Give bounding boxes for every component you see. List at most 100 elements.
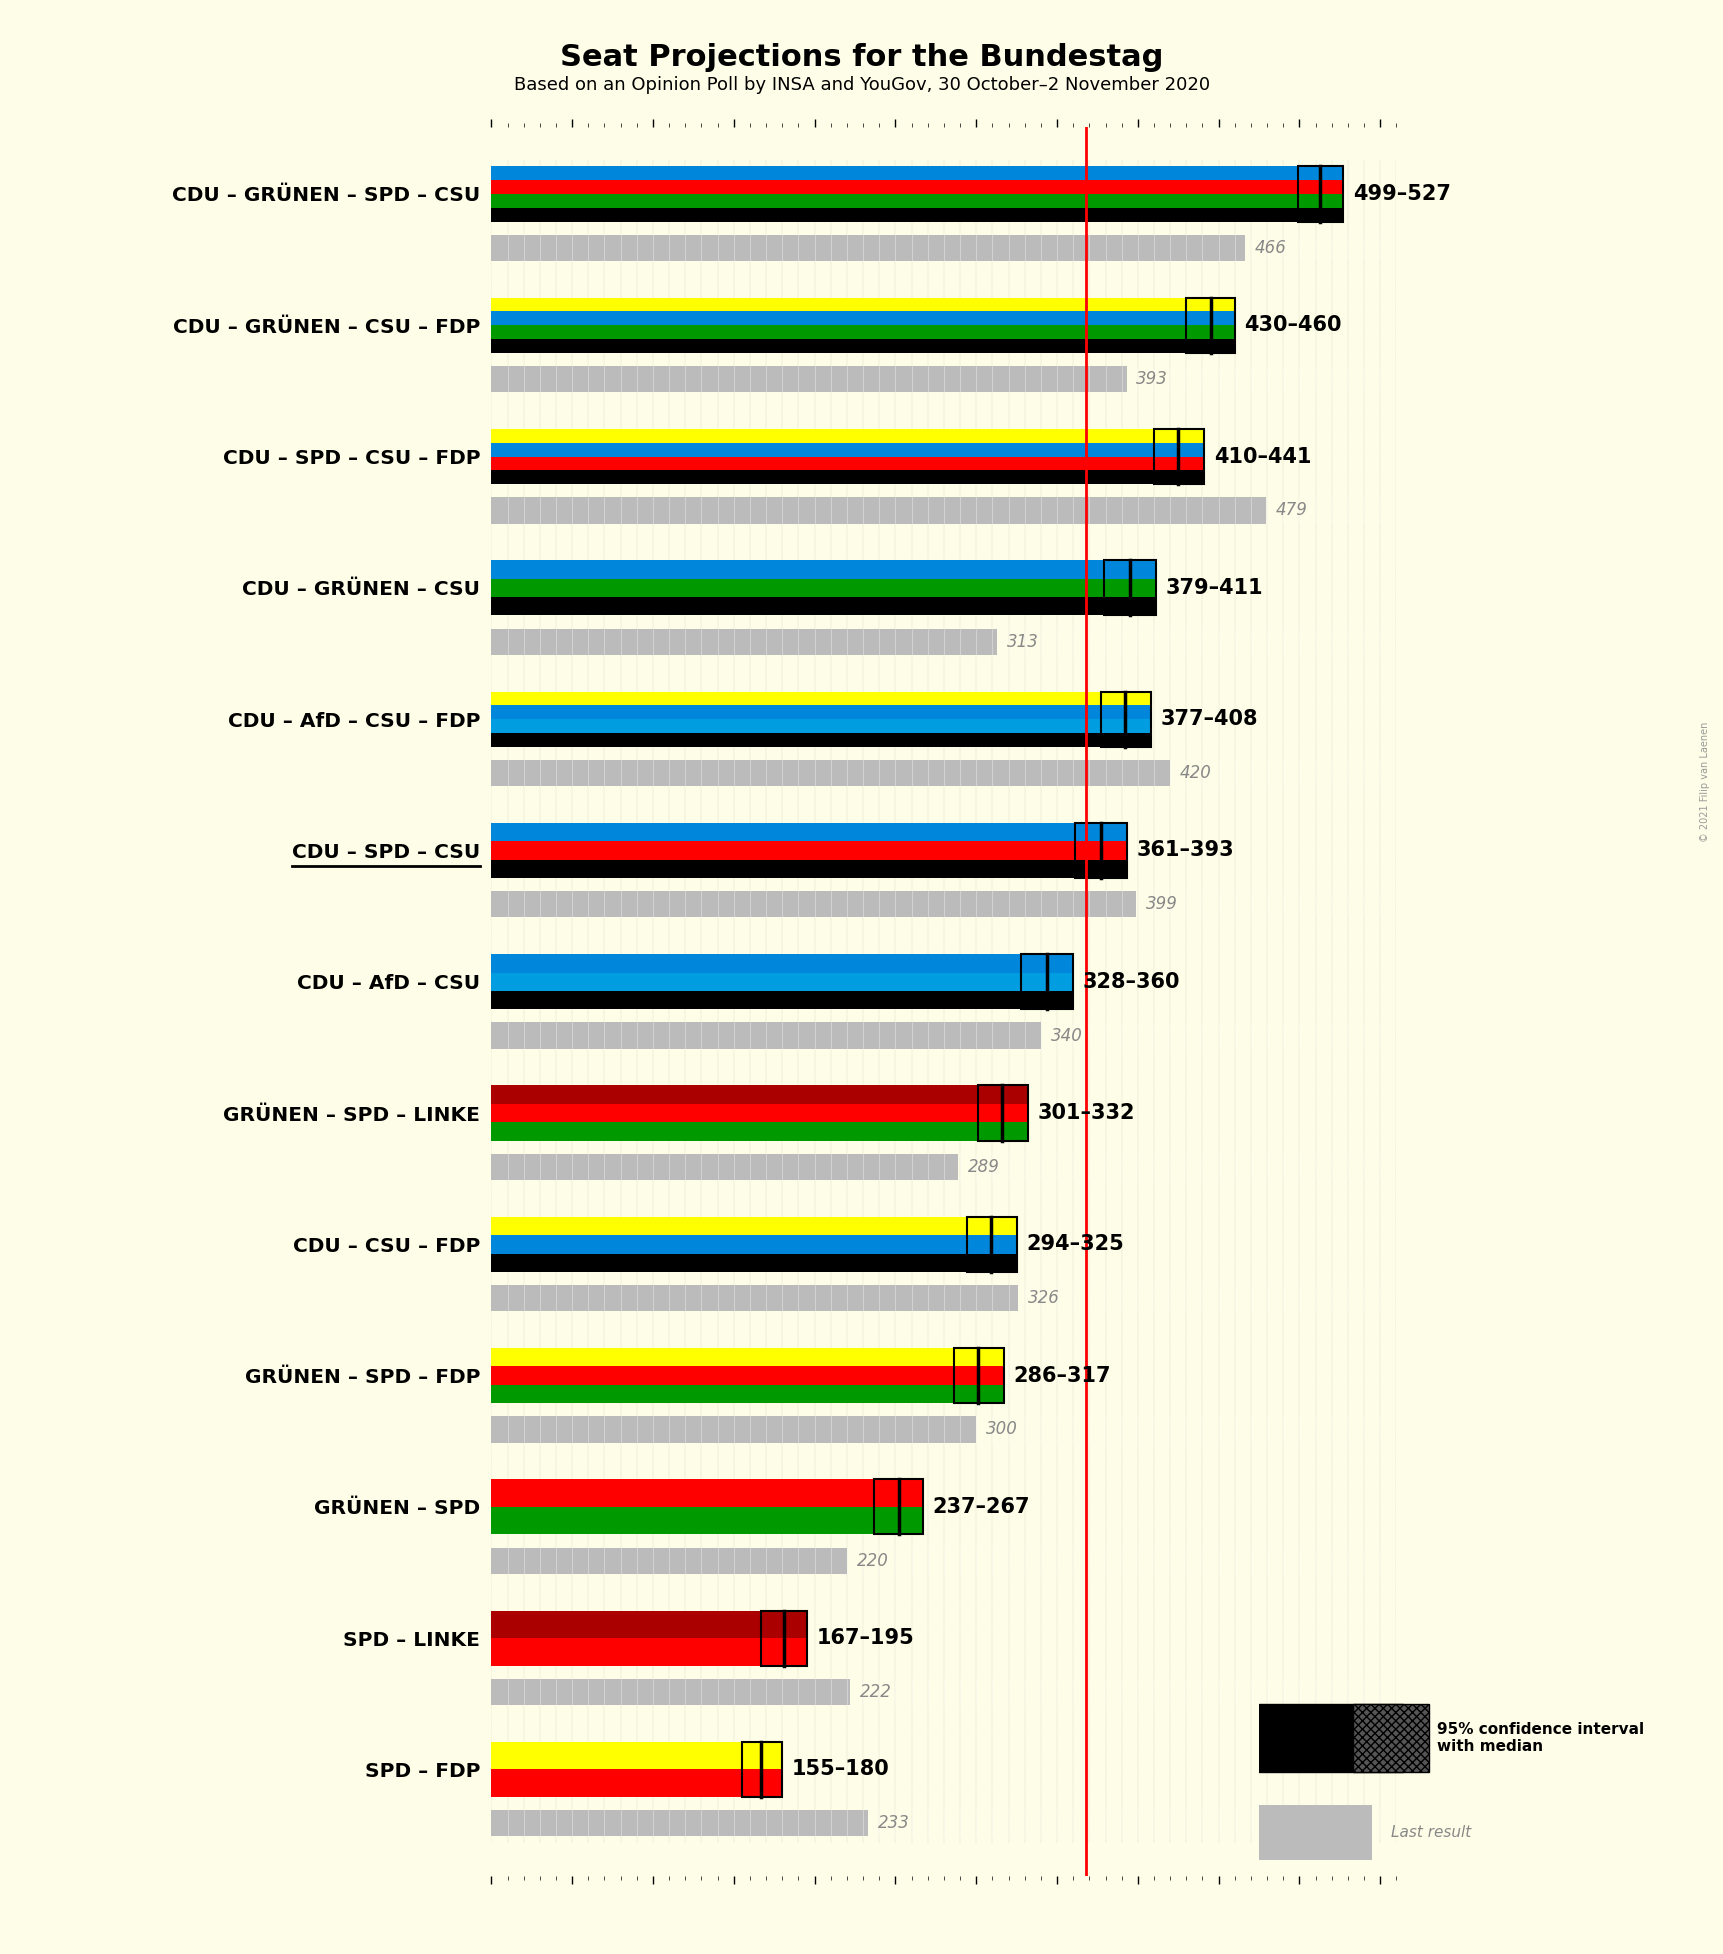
- Bar: [953, 1348, 1003, 1403]
- Bar: [491, 1637, 762, 1665]
- Bar: [1020, 954, 1072, 973]
- Bar: [491, 1548, 846, 1573]
- Bar: [1073, 823, 1125, 877]
- Bar: [1099, 733, 1151, 746]
- Bar: [741, 1741, 782, 1798]
- Bar: [1020, 973, 1072, 991]
- Text: 410–441: 410–441: [1213, 447, 1311, 467]
- Bar: [977, 1086, 1027, 1104]
- Bar: [491, 1741, 741, 1770]
- Bar: [1099, 733, 1151, 746]
- Bar: [491, 340, 1185, 354]
- Bar: [1153, 430, 1203, 444]
- Bar: [1185, 340, 1234, 354]
- Bar: [1153, 457, 1203, 471]
- Bar: [1099, 719, 1151, 733]
- Bar: [741, 1770, 782, 1798]
- Bar: [1297, 207, 1342, 221]
- Text: 222: 222: [860, 1682, 891, 1702]
- Bar: [1185, 340, 1234, 354]
- Text: 430–460: 430–460: [1244, 315, 1340, 336]
- Bar: [491, 842, 1073, 860]
- Bar: [762, 1637, 806, 1665]
- Bar: [1297, 207, 1342, 221]
- Text: 379–411: 379–411: [1165, 578, 1263, 598]
- Text: 399: 399: [1146, 895, 1177, 913]
- Bar: [953, 1385, 1003, 1403]
- Bar: [1153, 444, 1203, 457]
- Bar: [1297, 166, 1342, 180]
- Bar: [874, 1479, 922, 1507]
- Bar: [491, 1022, 1041, 1049]
- Text: 479: 479: [1275, 502, 1306, 520]
- Bar: [1185, 311, 1234, 324]
- Bar: [741, 1770, 782, 1798]
- Bar: [1020, 991, 1072, 1010]
- Bar: [953, 1348, 1003, 1366]
- Bar: [491, 705, 1099, 719]
- Bar: [1073, 860, 1125, 877]
- Bar: [874, 1479, 922, 1507]
- Bar: [1103, 598, 1154, 616]
- Bar: [1153, 457, 1203, 471]
- Text: Last result: Last result: [1390, 1825, 1471, 1841]
- Bar: [977, 1086, 1027, 1104]
- Bar: [1297, 166, 1342, 180]
- Bar: [953, 1366, 1003, 1385]
- Bar: [1099, 705, 1151, 719]
- Bar: [1073, 823, 1125, 842]
- Text: Based on an Opinion Poll by INSA and YouGov, 30 October–2 November 2020: Based on an Opinion Poll by INSA and You…: [513, 76, 1210, 94]
- Bar: [967, 1235, 1017, 1254]
- Bar: [1099, 719, 1151, 733]
- Bar: [491, 1479, 874, 1507]
- Bar: [1099, 692, 1151, 746]
- Bar: [491, 1122, 977, 1141]
- Bar: [1103, 578, 1154, 598]
- Bar: [1297, 193, 1342, 207]
- Bar: [967, 1217, 1017, 1272]
- Text: 167–195: 167–195: [815, 1628, 913, 1647]
- Bar: [1103, 561, 1154, 616]
- Bar: [1297, 166, 1342, 221]
- Text: 313: 313: [1006, 633, 1039, 651]
- Text: 289: 289: [968, 1159, 999, 1176]
- Text: 220: 220: [856, 1551, 887, 1569]
- Bar: [977, 1122, 1027, 1141]
- Bar: [1103, 598, 1154, 616]
- Bar: [491, 1770, 741, 1798]
- Bar: [491, 991, 1020, 1010]
- Bar: [491, 578, 1103, 598]
- Bar: [491, 1286, 1018, 1311]
- Bar: [1153, 444, 1203, 457]
- Bar: [491, 760, 1170, 786]
- Bar: [1153, 430, 1203, 485]
- Bar: [1103, 561, 1154, 578]
- Bar: [1297, 193, 1342, 207]
- Bar: [953, 1385, 1003, 1403]
- Bar: [491, 444, 1153, 457]
- Bar: [1103, 561, 1154, 578]
- Bar: [491, 1235, 967, 1254]
- Bar: [1185, 297, 1234, 311]
- Bar: [491, 180, 1297, 193]
- Bar: [491, 1507, 874, 1534]
- Bar: [491, 1104, 977, 1122]
- Bar: [1103, 578, 1154, 598]
- Bar: [1185, 324, 1234, 340]
- Bar: [953, 1366, 1003, 1385]
- Bar: [762, 1637, 806, 1665]
- Bar: [491, 823, 1073, 842]
- Bar: [491, 234, 1244, 262]
- Bar: [491, 1153, 958, 1180]
- Text: 499–527: 499–527: [1353, 184, 1449, 203]
- Bar: [491, 954, 1020, 973]
- Bar: [491, 207, 1297, 221]
- Bar: [967, 1217, 1017, 1235]
- Bar: [1099, 692, 1151, 705]
- Bar: [762, 1610, 806, 1637]
- Bar: [491, 457, 1153, 471]
- Bar: [1185, 297, 1234, 311]
- Bar: [1153, 471, 1203, 485]
- Bar: [491, 1385, 953, 1403]
- Bar: [1185, 324, 1234, 340]
